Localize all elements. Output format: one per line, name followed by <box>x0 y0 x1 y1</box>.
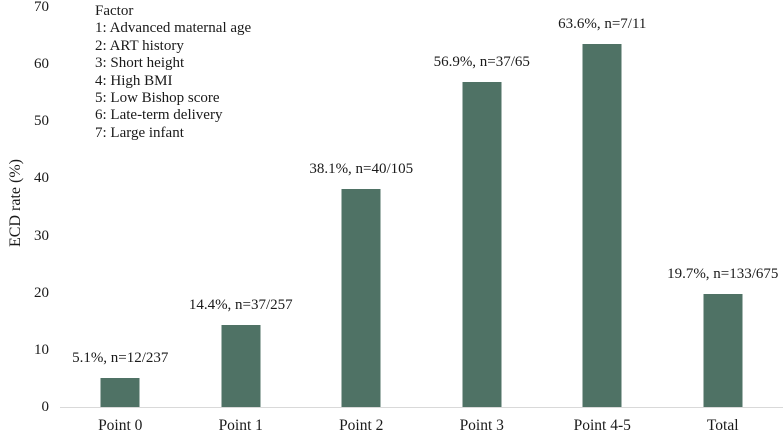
plot-area: 5.1%, n=12/237 Point 0 14.4%, n=37/257 Poin… <box>60 7 783 434</box>
bar <box>100 377 140 407</box>
factor-legend: Factor 1: Advanced maternal age 2: ART his… <box>95 3 251 142</box>
bar-column: 56.9%, n=37/65 Point 3 <box>422 7 543 434</box>
y-axis-tick-labels: 0 10 20 30 40 50 60 70 <box>0 0 49 415</box>
y-tick-label: 0 <box>41 399 50 415</box>
bar-value-label: 63.6%, n=7/11 <box>558 15 647 32</box>
y-tick-label: 10 <box>34 341 49 358</box>
legend-line: 3: Short height <box>95 55 185 72</box>
legend-line: 4: High BMI <box>95 72 173 89</box>
bar-value-label: 38.1%, n=40/105 <box>309 161 414 178</box>
legend-line: 6: Late-term delivery <box>95 107 223 124</box>
bar-column: 63.6%, n=7/11 Point 4-5 <box>542 7 663 434</box>
x-tick-label: Point 3 <box>459 417 504 434</box>
y-tick-label: 30 <box>34 227 49 244</box>
x-tick-label: Point 1 <box>218 417 263 434</box>
bar-column: 19.7%, n=133/675 Total <box>663 7 783 434</box>
x-tick-label: Total <box>706 417 739 434</box>
bar <box>462 81 502 407</box>
legend-line: 2: ART history <box>95 37 184 54</box>
bar-column: 14.4%, n=37/257 Point 1 <box>181 7 302 434</box>
bar-value-label: 14.4%, n=37/257 <box>188 296 293 313</box>
bar-value-label: 5.1%, n=12/237 <box>72 349 169 366</box>
bar <box>221 324 261 407</box>
legend-line: 1: Advanced maternal age <box>95 20 252 37</box>
bar <box>703 294 743 407</box>
bar-column: 5.1%, n=12/237 Point 0 <box>60 7 181 434</box>
y-tick-label: 50 <box>34 113 49 130</box>
x-axis-line <box>60 407 783 408</box>
x-tick-label: Point 4-5 <box>573 417 631 434</box>
y-tick-label: 60 <box>34 56 49 73</box>
bar <box>582 43 622 407</box>
bar-column: 38.1%, n=40/105 Point 2 <box>301 7 422 434</box>
x-tick-label: Point 2 <box>339 417 384 434</box>
bar-value-label: 56.9%, n=37/65 <box>433 53 530 70</box>
legend-line: Factor <box>95 3 134 19</box>
y-tick-label: 40 <box>34 170 49 187</box>
y-tick-label: 20 <box>34 284 49 301</box>
bar-value-label: 19.7%, n=133/675 <box>667 266 779 283</box>
y-tick-label: 70 <box>34 0 49 15</box>
legend-line: 7: Large infant <box>95 124 184 141</box>
legend-line: 5: Low Bishop score <box>95 90 220 107</box>
bar <box>341 189 381 407</box>
x-tick-label: Point 0 <box>98 417 143 434</box>
